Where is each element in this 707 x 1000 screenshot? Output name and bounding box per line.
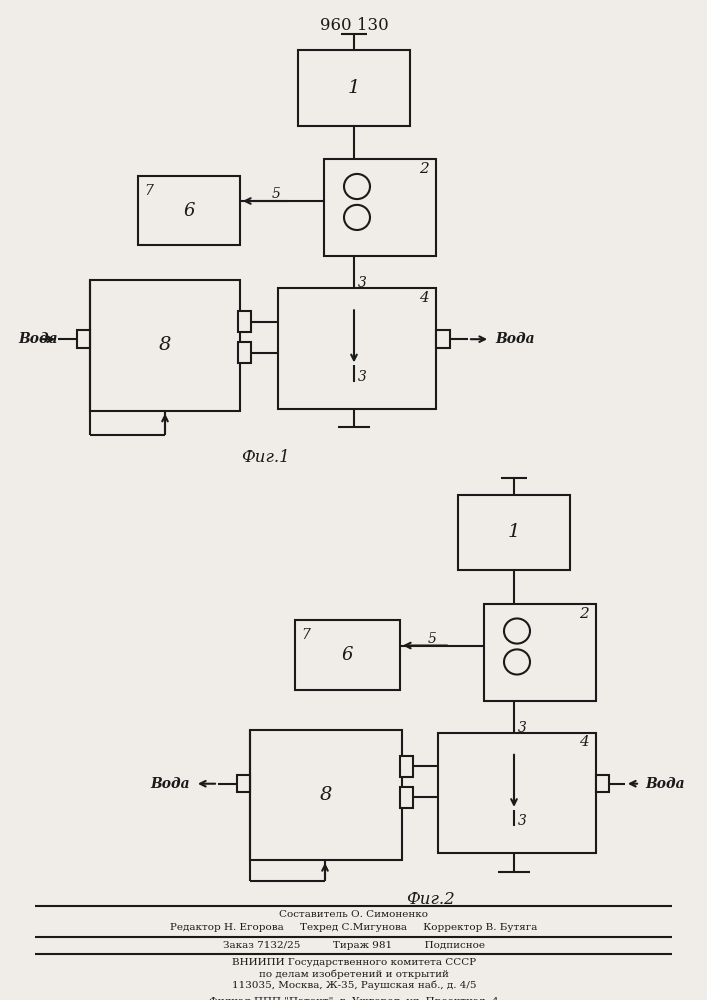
Text: Редактор Н. Егорова     Техред С.Мигунова     Корректор В. Бутяга: Редактор Н. Егорова Техред С.Мигунова Ко… [170,923,538,932]
Bar [238,311,251,332]
Text: 4: 4 [579,735,589,749]
Text: 8: 8 [320,786,332,804]
Bar [138,176,240,245]
Bar [250,730,402,860]
Text: 6: 6 [341,646,354,664]
Bar [238,342,251,363]
Bar [237,775,250,792]
Text: Филиал ППП "Патент", г. Ужгород, ул. Проектная, 4: Филиал ППП "Патент", г. Ужгород, ул. Про… [209,997,499,1000]
Text: 113035, Москва, Ж-35, Раушская наб., д. 4/5: 113035, Москва, Ж-35, Раушская наб., д. … [232,981,477,990]
Text: 3: 3 [358,370,366,384]
Text: 3: 3 [518,721,527,735]
Text: 7: 7 [144,184,153,198]
Bar [295,620,400,690]
Bar [298,50,410,126]
Text: 960 130: 960 130 [320,17,388,34]
Text: ВНИИПИ Государственного комитета СССР: ВНИИПИ Государственного комитета СССР [232,958,476,967]
Bar [400,787,413,808]
Text: 5: 5 [428,632,436,646]
Text: Фиг.1: Фиг.1 [240,449,289,466]
Text: 5: 5 [271,187,281,201]
Bar [484,604,596,701]
Text: по делам изобретений и открытий: по делам изобретений и открытий [259,969,449,979]
Text: 7: 7 [301,628,310,642]
Text: 1: 1 [508,523,520,541]
Bar [438,733,596,853]
Bar [278,288,436,409]
Text: 4: 4 [419,291,429,305]
Text: Вода: Вода [18,332,58,346]
Bar [77,330,90,348]
Circle shape [344,205,370,230]
Circle shape [344,174,370,199]
Circle shape [504,618,530,644]
Bar [436,330,450,348]
Bar [400,756,413,777]
Circle shape [504,649,530,675]
Text: Фиг.2: Фиг.2 [406,891,455,908]
Text: 3: 3 [358,276,366,290]
Text: 8: 8 [159,336,171,354]
Bar [90,280,240,411]
Text: Вода: Вода [495,332,534,346]
Text: Вода: Вода [151,777,190,791]
Bar [596,775,609,792]
Text: 6: 6 [183,202,194,220]
Text: 2: 2 [579,607,589,621]
Text: Вода: Вода [645,777,684,791]
Text: 1: 1 [348,79,360,97]
Bar [458,495,570,570]
Text: 2: 2 [419,162,429,176]
Bar [324,159,436,256]
Text: Составитель О. Симоненко: Составитель О. Симоненко [279,910,428,919]
Text: Заказ 7132/25          Тираж 981          Подписное: Заказ 7132/25 Тираж 981 Подписное [223,941,485,950]
Text: 3: 3 [518,814,527,828]
